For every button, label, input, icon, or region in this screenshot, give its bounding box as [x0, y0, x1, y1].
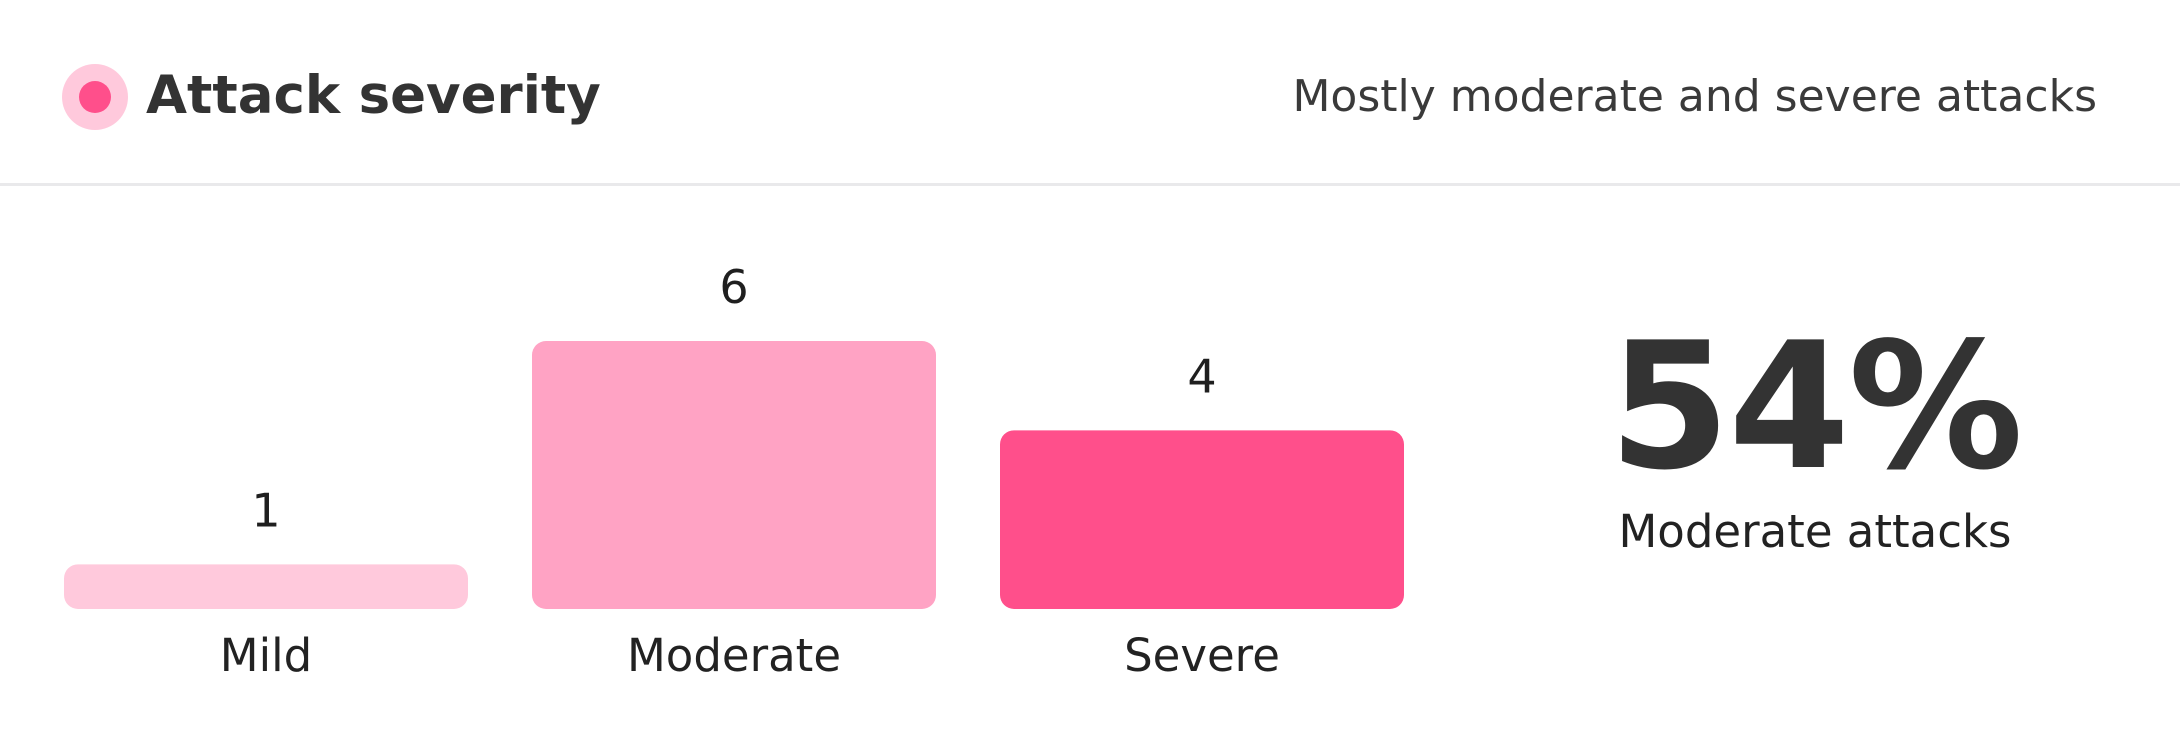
status-dot-core	[79, 81, 111, 113]
value-label-severe: 4	[1187, 349, 1216, 403]
category-label-mild: Mild	[220, 629, 312, 682]
category-label-severe: Severe	[1124, 629, 1280, 682]
severity-bar-chart: 1 Mild 6 Moderate 4 Severe	[64, 260, 1404, 682]
status-dot-icon	[62, 64, 128, 130]
card-title: Attack severity	[146, 65, 601, 126]
category-label-moderate: Moderate	[627, 629, 841, 682]
bar-severe	[1000, 430, 1404, 609]
value-label-moderate: 6	[719, 260, 748, 314]
card-header: Attack severity Mostly moderate and seve…	[0, 0, 2180, 186]
bar-moderate	[532, 341, 936, 609]
summary-label: Moderate attacks	[1618, 505, 2012, 558]
card-subtitle: Mostly moderate and severe attacks	[1292, 71, 2097, 122]
value-label-mild: 1	[251, 483, 280, 537]
bar-mild	[64, 564, 468, 609]
summary-value: 54%	[1608, 306, 2024, 509]
